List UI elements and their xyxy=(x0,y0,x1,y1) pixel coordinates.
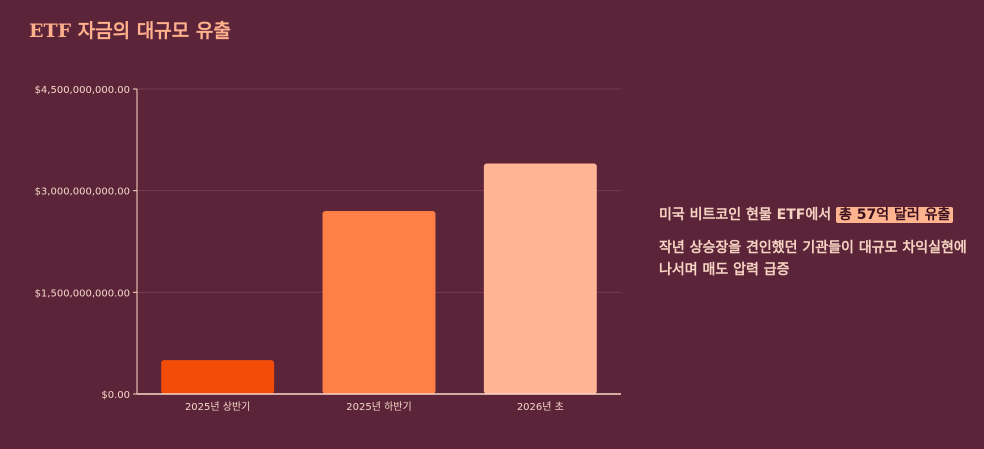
summary-prefix: 미국 비트코인 현물 ETF에서 xyxy=(659,207,836,223)
x-tick-label: 2025년 상반기 xyxy=(185,401,250,413)
axes xyxy=(133,88,621,395)
bars xyxy=(161,163,597,394)
summary-line-2: 작년 상승장을 견인했던 기관들이 대규모 차익실현에 나서며 매도 압력 급증 xyxy=(659,240,967,278)
outflow-highlight: 총 57억 달러 유출 xyxy=(835,207,954,223)
y-tick-label: $3,000,000,000.00 xyxy=(35,187,130,198)
y-tick-label: $4,500,000,000.00 xyxy=(35,85,130,96)
x-tick-label: 2025년 하반기 xyxy=(346,400,411,413)
summary-text: 미국 비트코인 현물 ETF에서 총 57억 달러 유출 작년 상승장을 견인했… xyxy=(659,204,969,281)
chart-title: ETF 자금의 대규모 유출 xyxy=(29,20,231,42)
bar xyxy=(161,360,275,394)
y-tick-label: $1,500,000,000.00 xyxy=(35,288,130,299)
x-tick-label: 2026년 초 xyxy=(517,401,564,413)
tick-labels: $0.00 $1,500,000,000.00 $3,000,000,000.00 $… xyxy=(35,85,564,413)
bar xyxy=(322,211,436,394)
y-tick-label: $0.00 xyxy=(101,390,130,401)
bar xyxy=(483,163,597,394)
summary-line-1: 미국 비트코인 현물 ETF에서 총 57억 달러 유출 xyxy=(659,204,969,226)
